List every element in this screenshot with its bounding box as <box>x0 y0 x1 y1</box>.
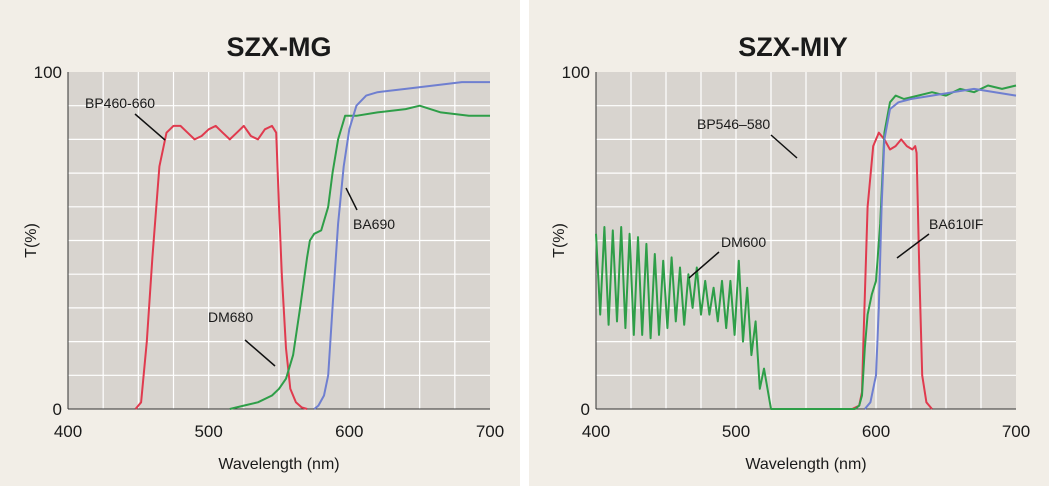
x-tick-label: 700 <box>1002 422 1030 441</box>
annotation-label: BA690 <box>353 216 395 232</box>
y-tick-label: 100 <box>34 63 62 82</box>
annotation-label: BA610IF <box>929 216 983 232</box>
annotation-leader-line <box>345 187 358 211</box>
chart-szx-mg: SZX-MG 400 500 600 700 0 100 Wavelength (nm) T(%… <box>23 32 504 473</box>
y-axis-label: T(%) <box>23 223 40 258</box>
x-tick-label: 400 <box>582 422 610 441</box>
x-axis-label: Wavelength (nm) <box>745 456 866 473</box>
x-tick-label: 600 <box>862 422 890 441</box>
annotation-leader-line <box>688 251 720 279</box>
series-line-dm680 <box>229 104 490 410</box>
series-line-bp546-580 <box>851 131 933 410</box>
y-tick-label: 0 <box>581 400 590 419</box>
y-axis-label: T(%) <box>551 223 568 258</box>
chart-szx-miy: SZX-MIY 400 500 600 700 0 100 Wavelength (nm) T(… <box>551 32 1030 473</box>
chart-title: SZX-MG <box>227 32 332 62</box>
annotation-leader-line <box>896 233 930 259</box>
annotation-leader-line <box>134 113 166 141</box>
annotation-label: BP546–580 <box>697 116 770 132</box>
chart-panel-szx-mg: SZX-MG 400 500 600 700 0 100 Wavelength (nm) T(%… <box>0 0 520 486</box>
chart-panel-szx-miy: SZX-MIY 400 500 600 700 0 100 Wavelength (nm) T(… <box>529 0 1049 486</box>
x-tick-label: 500 <box>722 422 750 441</box>
y-tick-label: 0 <box>53 400 62 419</box>
annotation-leader-line <box>770 134 798 159</box>
chart-title: SZX-MIY <box>738 32 848 62</box>
x-tick-label: 700 <box>476 422 504 441</box>
annotation-label: BP460-660 <box>85 95 155 111</box>
x-tick-label: 500 <box>194 422 222 441</box>
x-tick-label: 400 <box>54 422 82 441</box>
x-axis-label: Wavelength (nm) <box>218 456 339 473</box>
series-line-bp460-660 <box>134 124 308 410</box>
x-tick-label: 600 <box>335 422 363 441</box>
y-tick-label: 100 <box>562 63 590 82</box>
annotation-label: DM600 <box>721 234 766 250</box>
series-line-dm600 <box>595 84 1017 410</box>
series-line-ba610if <box>864 87 1017 410</box>
series-line-ba690 <box>313 81 490 410</box>
annotation-leader-line <box>244 339 276 367</box>
annotation-label: DM680 <box>208 309 253 325</box>
